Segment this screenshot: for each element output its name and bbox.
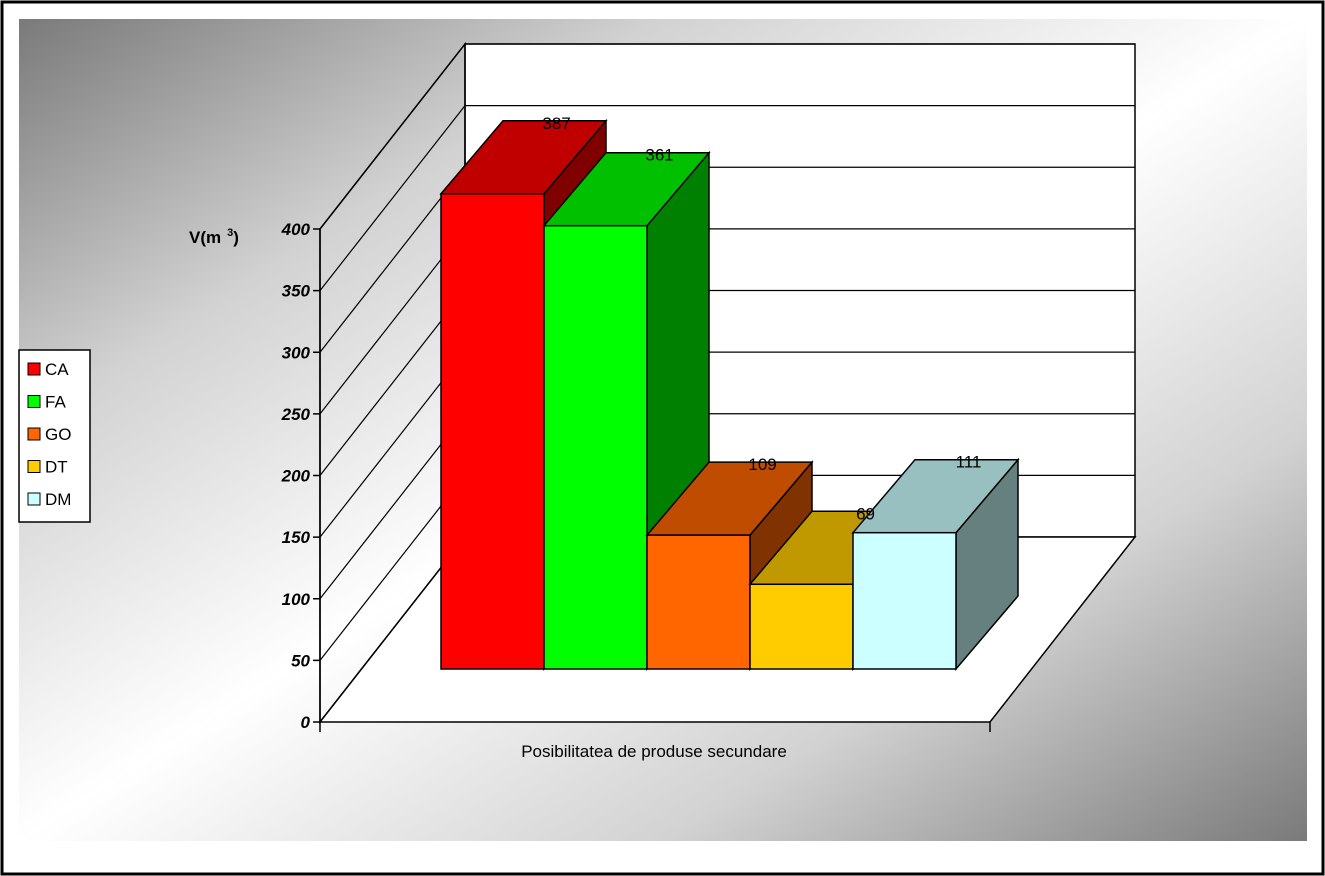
data-label-ca: 387 [542,114,570,133]
data-label-go: 109 [748,455,776,474]
legend-swatch-ca [27,362,41,376]
legend-swatch-dm [27,492,41,506]
legend: CA FA GO DT DM [18,349,91,523]
x-axis-label: Posibilitatea de produse secundare [521,742,787,761]
bar-go [645,460,814,672]
y-tick-label: 100 [282,590,311,609]
legend-label-go: GO [45,425,71,444]
y-tick-label: 150 [282,528,311,547]
gridline-side [319,105,466,291]
bars [439,118,1020,672]
y-tick-label: 250 [281,405,311,424]
y-tick-label: 300 [282,343,311,362]
legend-swatch-dt [27,460,41,473]
data-label-dm: 111 [956,453,982,472]
legend-label-fa: FA [45,393,66,412]
y-axis: 0 50 100 150 200 250 300 350 400 [281,220,991,732]
y-tick-label: 400 [281,220,311,239]
y-axis-title: V(m 3) [189,227,239,247]
y-tick-label: 50 [291,651,310,670]
data-label-dt: 69 [856,504,875,523]
data-label-fa: 361 [645,146,673,165]
bar-front [852,531,957,670]
legend-swatch-fa [27,395,41,408]
bar-front [543,224,648,670]
data-labels: 387 361 109 69 111 [542,114,981,524]
y-tick-label: 0 [301,713,311,732]
bar-front [749,583,854,670]
bar-front [440,193,545,670]
legend-label-ca: CA [45,360,69,379]
gridline-side [319,43,466,230]
bar-dm [851,457,1020,672]
legend-label-dt: DT [45,458,68,477]
y-tick-label: 350 [282,282,311,301]
legend-label-dm: DM [45,490,71,509]
y-tick-label: 200 [281,467,311,486]
legend-swatch-go [27,427,41,441]
bar-front [646,534,751,670]
